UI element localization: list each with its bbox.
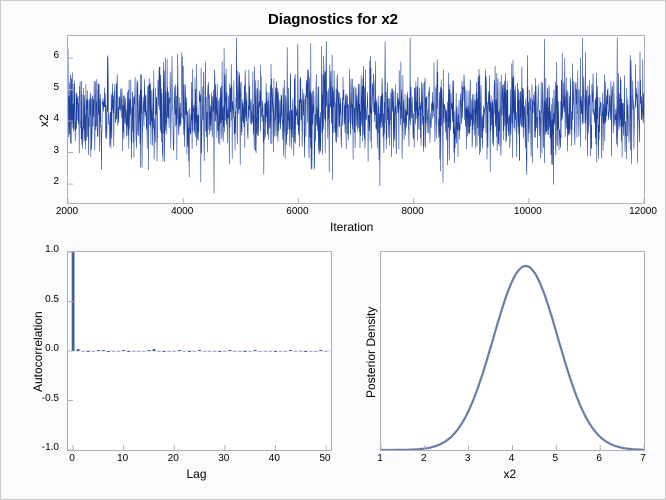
trace-xtick: 10000 — [508, 206, 548, 217]
autocorr-xtick: 10 — [111, 453, 135, 464]
figure-title: Diagnostics for x2 — [1, 11, 665, 28]
diagnostics-figure: Diagnostics for x2 Iteration x2 Lag Auto… — [0, 0, 666, 500]
trace-ytick: 5 — [53, 82, 59, 93]
autocorr-xlabel: Lag — [187, 467, 207, 481]
trace-ytick: 6 — [53, 50, 59, 61]
trace-ylabel: x2 — [37, 114, 51, 127]
trace-ytick: 2 — [53, 176, 59, 187]
density-xtick: 2 — [416, 453, 432, 464]
trace-panel — [67, 35, 645, 204]
autocorr-xtick: 40 — [262, 453, 286, 464]
trace-ytick: 4 — [53, 113, 59, 124]
trace-xtick: 8000 — [393, 206, 433, 217]
autocorr-ytick: -0.5 — [42, 393, 59, 404]
autocorr-xtick: 20 — [161, 453, 185, 464]
autocorr-ytick: 1.0 — [45, 244, 59, 255]
density-xtick: 5 — [547, 453, 563, 464]
autocorr-xtick: 0 — [60, 453, 84, 464]
density-xtick: 1 — [372, 453, 388, 464]
density-ylabel: Posterior Density — [364, 307, 378, 398]
density-panel — [380, 251, 645, 451]
autocorr-xtick: 30 — [212, 453, 236, 464]
autocorr-ytick: 0.0 — [45, 343, 59, 354]
autocorr-xtick: 50 — [313, 453, 337, 464]
trace-ytick: 3 — [53, 145, 59, 156]
autocorr-panel — [67, 251, 332, 451]
trace-xlabel: Iteration — [330, 220, 373, 234]
autocorr-ytick: 0.5 — [45, 294, 59, 305]
trace-xtick: 12000 — [623, 206, 663, 217]
density-xtick: 7 — [635, 453, 651, 464]
trace-xtick: 2000 — [47, 206, 87, 217]
density-xtick: 6 — [591, 453, 607, 464]
density-xtick: 3 — [460, 453, 476, 464]
density-xtick: 4 — [504, 453, 520, 464]
autocorr-ylabel: Autocorrelation — [31, 311, 45, 392]
autocorr-ytick: -1.0 — [42, 442, 59, 453]
trace-xtick: 4000 — [162, 206, 202, 217]
density-xlabel: x2 — [504, 467, 517, 481]
trace-xtick: 6000 — [277, 206, 317, 217]
